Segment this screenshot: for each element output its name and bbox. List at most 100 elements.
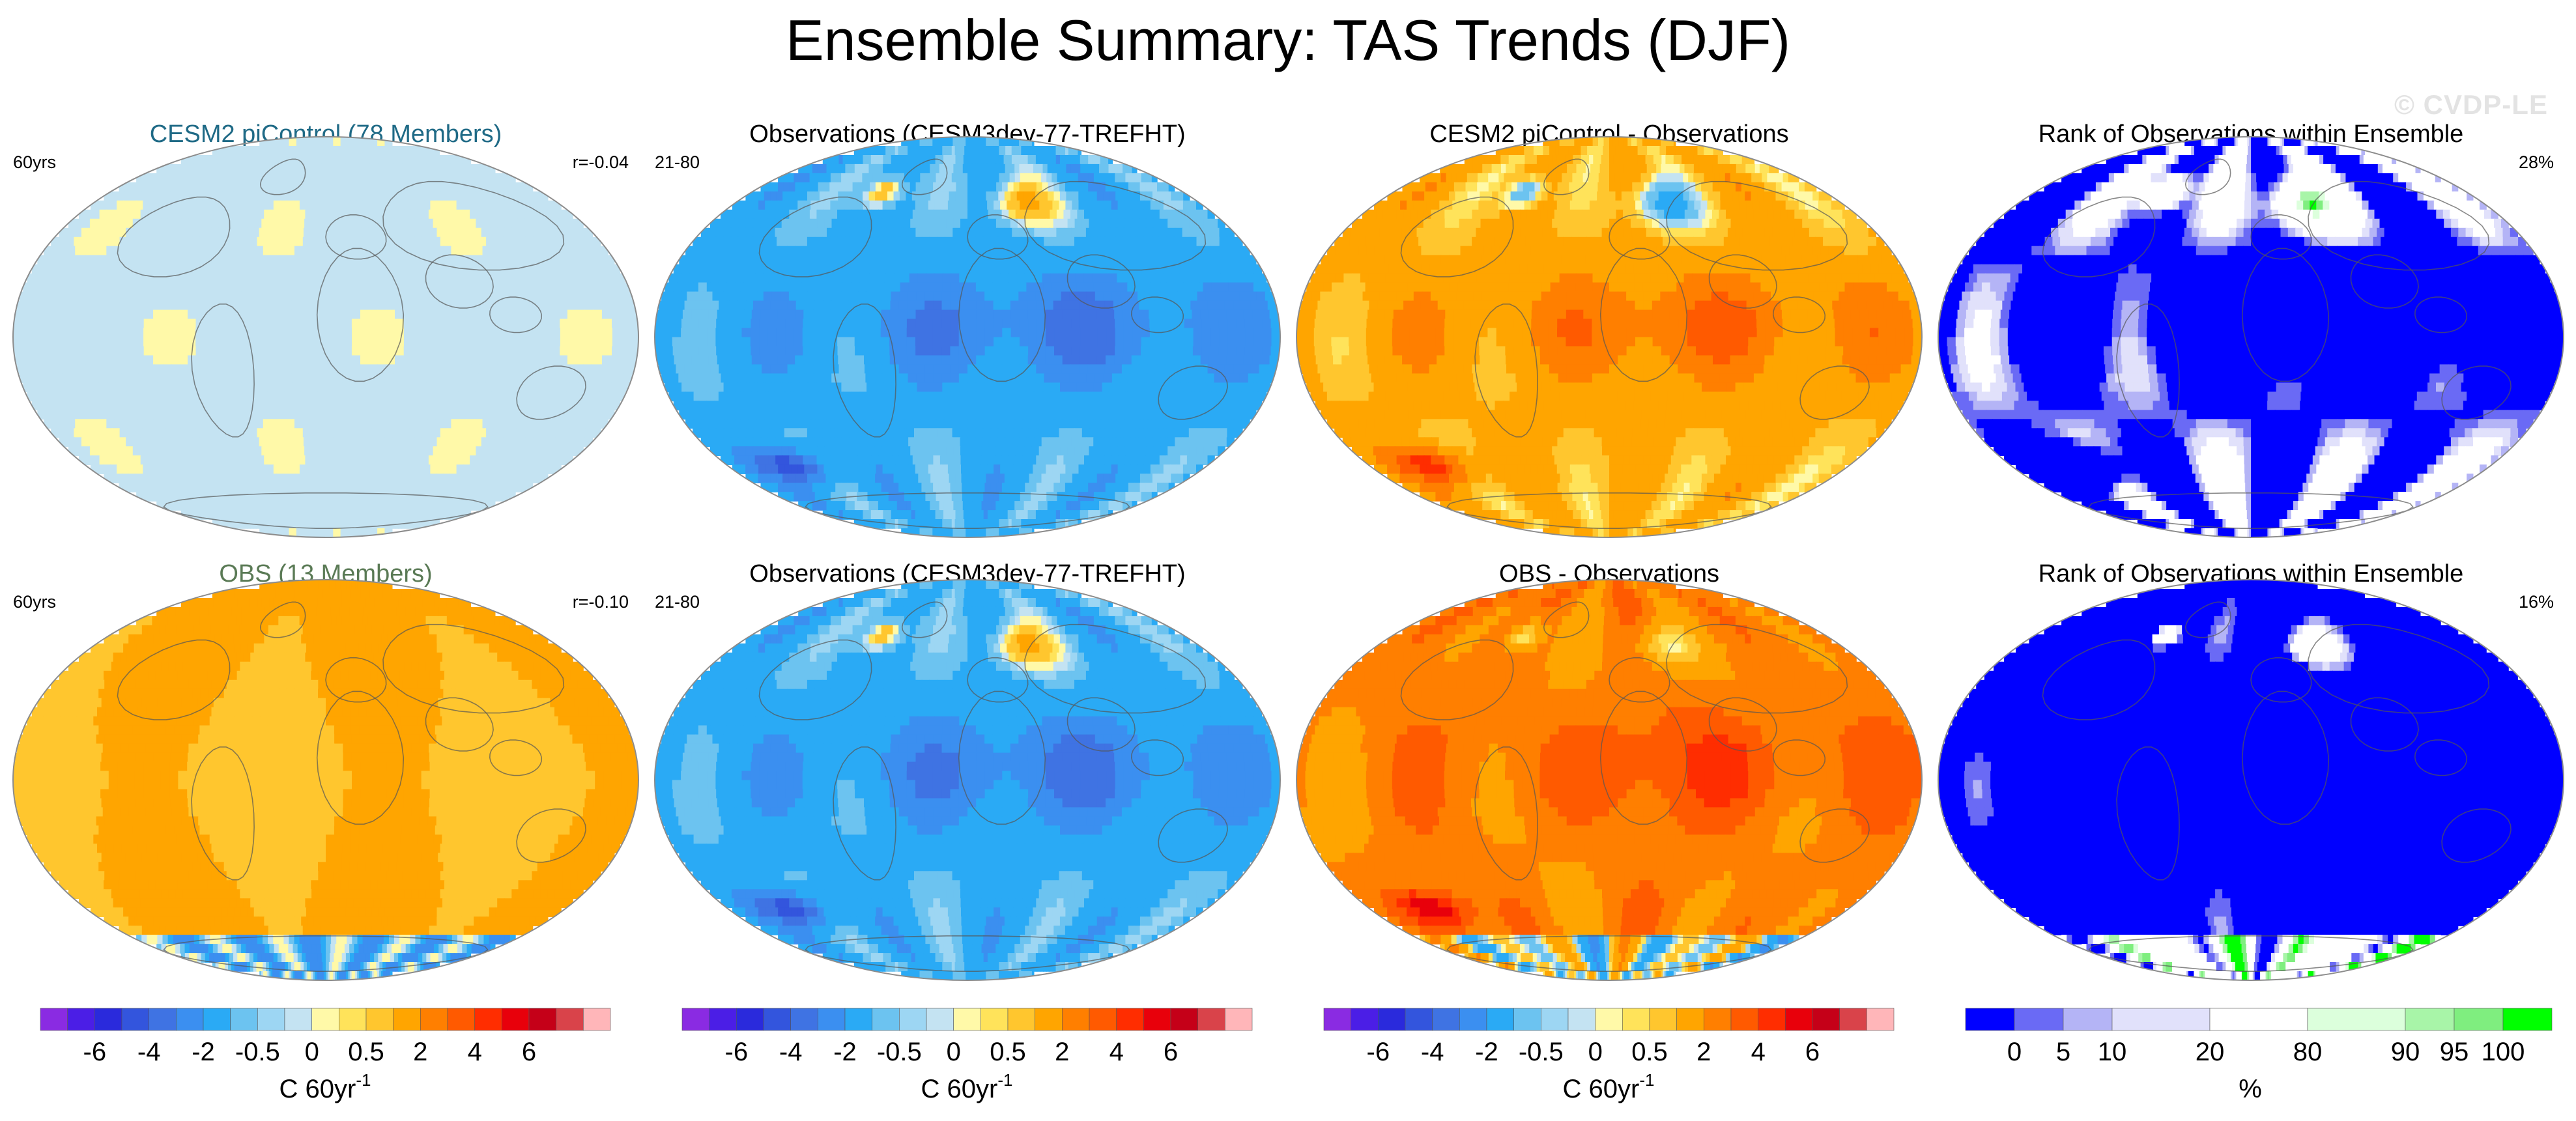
grid-cell <box>369 474 376 483</box>
grid-cell <box>554 401 564 411</box>
grid-cell <box>917 218 925 229</box>
grid-cell <box>434 163 439 174</box>
grid-cell <box>318 428 326 438</box>
grid-cell <box>1245 337 1255 347</box>
grid-cell <box>429 309 438 320</box>
grid-cell <box>344 528 347 537</box>
grid-cell <box>478 492 485 502</box>
grid-cell <box>751 309 761 320</box>
grid-cell <box>382 410 391 420</box>
grid-cell <box>351 355 361 365</box>
grid-cell <box>868 163 874 174</box>
grid-cell <box>119 236 128 247</box>
grid-cell <box>266 291 276 302</box>
grid-cell <box>442 209 450 220</box>
grid-cell <box>504 209 511 220</box>
grid-cell <box>1248 291 1257 302</box>
grid-cell <box>392 391 401 402</box>
grid-cell <box>168 391 177 402</box>
grid-cell <box>1088 155 1093 165</box>
grid-cell <box>895 200 903 210</box>
grid-cell <box>467 474 474 483</box>
grid-cell <box>141 182 149 192</box>
grid-cell <box>751 346 760 356</box>
grid-cell <box>1084 155 1089 165</box>
grid-cell <box>195 346 205 356</box>
grid-cell <box>64 282 74 292</box>
grid-cell <box>446 155 451 165</box>
grid-cell <box>240 373 250 384</box>
grid-cell <box>364 137 367 147</box>
grid-cell <box>1074 264 1083 274</box>
grid-cell <box>627 355 637 365</box>
grid-cell <box>263 182 269 192</box>
grid-cell <box>294 191 302 201</box>
grid-cell <box>351 382 360 393</box>
grid-cell <box>417 273 426 283</box>
grid-cell <box>572 291 582 302</box>
grid-cell <box>121 291 131 302</box>
grid-cell <box>147 446 155 456</box>
grid-cell <box>1112 236 1121 247</box>
grid-cell <box>241 173 248 183</box>
grid-cell <box>266 519 270 529</box>
grid-cell <box>673 264 683 274</box>
grid-cell <box>444 437 453 447</box>
grid-cell <box>299 200 307 210</box>
grid-cell <box>1005 146 1009 156</box>
grid-cell <box>234 200 242 210</box>
grid-cell <box>694 255 704 265</box>
grid-cell <box>289 155 294 165</box>
grid-cell <box>1025 273 1035 283</box>
grid-cell <box>104 373 114 384</box>
grid-cell <box>786 355 795 365</box>
continent-outline <box>382 180 565 271</box>
grid-cell <box>337 528 339 537</box>
grid-cell <box>541 273 551 283</box>
grid-cell <box>820 264 829 274</box>
grid-cell <box>239 191 246 201</box>
grid-cell <box>128 364 138 375</box>
grid-cell <box>240 218 248 229</box>
grid-cell <box>566 391 575 402</box>
grid-cell <box>362 191 370 201</box>
grid-cell <box>239 355 249 365</box>
grid-cell <box>315 137 317 147</box>
grid-cell <box>188 300 198 311</box>
grid-cell <box>347 492 353 502</box>
grid-cell <box>243 455 251 465</box>
grid-cell <box>876 236 884 247</box>
grid-cell <box>404 464 412 474</box>
grid-cell <box>308 346 318 356</box>
grid-cell <box>448 401 457 411</box>
grid-cell <box>276 528 279 537</box>
grid-cell <box>1123 355 1132 365</box>
grid-cell <box>307 191 314 201</box>
grid-cell <box>263 246 272 256</box>
grid-cell <box>724 337 734 347</box>
grid-cell <box>194 173 200 183</box>
grid-cell <box>331 173 337 183</box>
grid-cell <box>455 236 464 247</box>
grid-cell <box>354 155 359 165</box>
grid-cell <box>851 155 855 165</box>
grid-cell <box>1010 137 1012 147</box>
grid-cell <box>1190 227 1198 238</box>
grid-cell <box>451 282 461 292</box>
grid-cell <box>291 300 301 311</box>
grid-cell <box>317 401 326 411</box>
grid-cell <box>391 401 400 411</box>
grid-cell <box>316 146 321 156</box>
grid-cell <box>689 264 699 274</box>
grid-cell <box>199 173 205 183</box>
grid-cell <box>1052 173 1058 183</box>
grid-cell <box>162 264 171 274</box>
grid-cell <box>1024 137 1027 147</box>
grid-cell <box>143 200 150 210</box>
grid-cell <box>932 218 939 229</box>
grid-cell <box>1219 227 1227 238</box>
grid-cell <box>1020 173 1026 183</box>
grid-cell <box>947 137 950 147</box>
grid-cell <box>500 391 509 402</box>
grid-cell <box>908 137 911 147</box>
